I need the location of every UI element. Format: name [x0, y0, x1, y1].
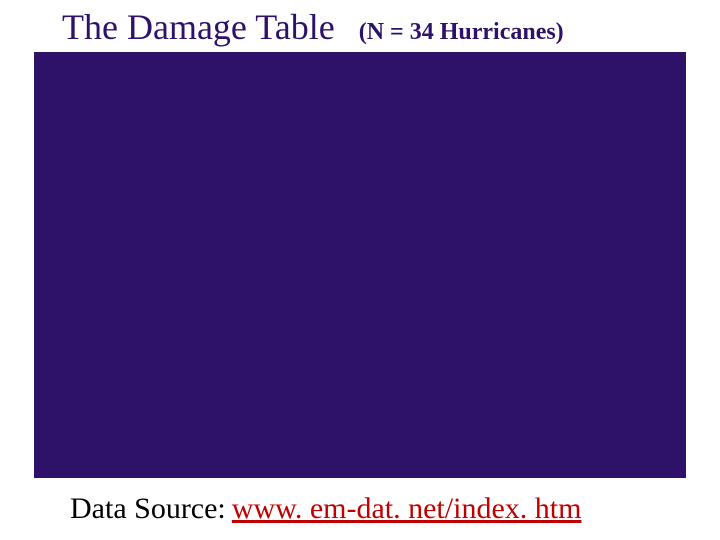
footer-bar: Data Source: www. em-dat. net/index. htm	[0, 478, 720, 540]
header-bar: The Damage Table (N = 34 Hurricanes)	[0, 0, 720, 56]
content-block	[34, 52, 686, 478]
slide-subtitle: (N = 34 Hurricanes)	[359, 13, 564, 51]
data-source-link[interactable]: www. em-dat. net/index. htm	[232, 492, 582, 526]
slide-title: The Damage Table	[62, 8, 335, 48]
slide: The Damage Table (N = 34 Hurricanes) Dat…	[0, 0, 720, 540]
data-source-label: Data Source:	[70, 492, 226, 526]
